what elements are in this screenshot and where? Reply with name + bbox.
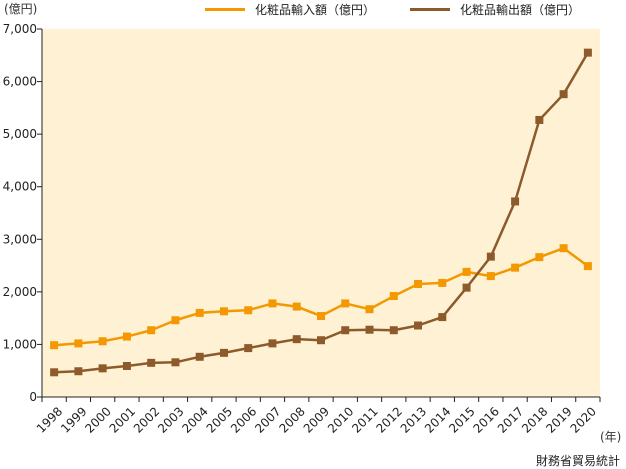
data-point bbox=[535, 115, 544, 124]
legend-swatch-import bbox=[205, 7, 245, 11]
legend-label-export: 化粧品輸出額（億円） bbox=[460, 2, 581, 17]
x-tick-label: 2010 bbox=[325, 404, 356, 435]
x-axis: 1998199920002001200220032004200520062007… bbox=[34, 396, 601, 436]
series-layer bbox=[50, 48, 592, 377]
data-point bbox=[486, 272, 495, 281]
data-point bbox=[317, 336, 325, 345]
x-tick-label: 2016 bbox=[471, 404, 502, 435]
data-point bbox=[438, 313, 447, 322]
x-tick-label: 2003 bbox=[155, 404, 186, 435]
data-point bbox=[50, 341, 59, 350]
data-point bbox=[462, 283, 471, 292]
y-tick-label: 6,000 bbox=[3, 75, 37, 89]
x-tick-label: 1998 bbox=[34, 404, 65, 435]
data-point bbox=[292, 335, 301, 344]
x-tick-label: 2001 bbox=[107, 404, 138, 435]
y-tick-label: 3,000 bbox=[3, 232, 37, 246]
legend-swatch-export bbox=[410, 7, 450, 11]
data-point bbox=[292, 302, 301, 311]
x-tick-label: 2009 bbox=[301, 404, 332, 435]
x-tick-label: 2013 bbox=[398, 404, 429, 435]
x-tick-label: 2011 bbox=[349, 404, 380, 435]
data-point bbox=[98, 364, 107, 373]
data-point bbox=[50, 368, 59, 377]
y-tick-label: 0 bbox=[29, 390, 37, 404]
data-point bbox=[147, 358, 156, 367]
y-tick-label: 2,000 bbox=[3, 285, 37, 299]
data-point bbox=[511, 263, 520, 272]
data-point bbox=[583, 262, 592, 271]
data-point bbox=[74, 339, 83, 348]
data-point bbox=[219, 348, 228, 357]
data-point bbox=[171, 316, 180, 325]
x-tick-label: 2005 bbox=[204, 404, 235, 435]
legend-item-import: 化粧品輸入額（億円） bbox=[205, 0, 375, 18]
data-point bbox=[462, 267, 471, 276]
data-point bbox=[317, 312, 325, 321]
series-0 bbox=[50, 244, 592, 350]
data-point bbox=[511, 197, 520, 206]
data-point bbox=[268, 339, 277, 348]
data-point bbox=[341, 299, 350, 308]
data-point bbox=[122, 332, 131, 341]
x-tick-label: 1999 bbox=[58, 404, 89, 435]
data-point bbox=[389, 326, 398, 335]
x-tick-label: 2012 bbox=[373, 404, 404, 435]
data-point bbox=[122, 361, 131, 370]
y-axis: 0 1,000 2,000 3,000 4,000 5,000 6,000 7,000 bbox=[3, 22, 43, 404]
data-point bbox=[389, 292, 398, 301]
x-tick-label: 2000 bbox=[82, 404, 113, 435]
data-point bbox=[171, 358, 180, 367]
x-tick-label: 2006 bbox=[228, 404, 259, 435]
x-tick-label: 2007 bbox=[252, 404, 283, 435]
data-point bbox=[583, 48, 592, 57]
data-point bbox=[268, 299, 277, 308]
x-tick-label: 2019 bbox=[543, 404, 574, 435]
data-point bbox=[219, 307, 228, 316]
source-label: 財務省貿易統計 bbox=[535, 454, 620, 468]
data-point bbox=[559, 244, 568, 253]
y-tick-label: 7,000 bbox=[3, 22, 37, 36]
data-point bbox=[195, 352, 204, 361]
legend-label-import: 化粧品輸入額（億円） bbox=[255, 2, 376, 17]
y-tick-label: 4,000 bbox=[3, 180, 37, 194]
data-point bbox=[438, 278, 447, 287]
data-point bbox=[341, 326, 350, 335]
x-unit-label: (年) bbox=[600, 430, 622, 444]
x-tick-label: 2014 bbox=[422, 404, 453, 435]
x-tick-label: 2018 bbox=[519, 404, 550, 435]
x-tick-label: 2002 bbox=[131, 404, 162, 435]
data-point bbox=[365, 305, 374, 314]
legend-item-export: 化粧品輸出額（億円） bbox=[410, 0, 580, 18]
data-point bbox=[74, 367, 83, 376]
data-point bbox=[486, 252, 495, 261]
x-tick-label: 2020 bbox=[568, 404, 599, 435]
data-point bbox=[535, 253, 544, 262]
x-tick-label: 2008 bbox=[276, 404, 307, 435]
data-point bbox=[365, 325, 374, 334]
y-tick-label: 1,000 bbox=[3, 337, 37, 351]
x-tick-label: 2017 bbox=[495, 404, 526, 435]
data-point bbox=[414, 321, 423, 330]
series-1 bbox=[50, 48, 592, 377]
data-point bbox=[244, 306, 253, 315]
data-point bbox=[195, 308, 204, 317]
data-point bbox=[98, 337, 107, 346]
data-point bbox=[244, 344, 253, 353]
y-unit-label: (億円) bbox=[4, 2, 38, 16]
data-point bbox=[147, 326, 156, 335]
x-tick-label: 2004 bbox=[179, 404, 210, 435]
x-tick-label: 2015 bbox=[446, 404, 477, 435]
data-point bbox=[559, 90, 568, 99]
y-tick-label: 5,000 bbox=[3, 127, 37, 141]
data-point bbox=[414, 279, 423, 288]
